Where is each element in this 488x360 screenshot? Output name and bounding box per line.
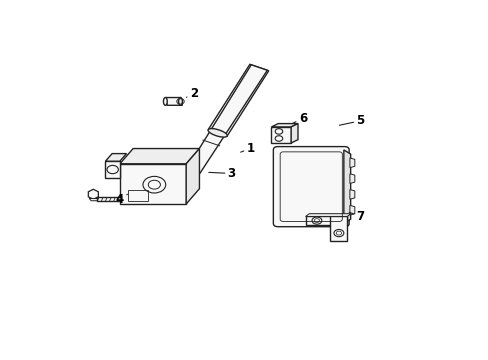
Polygon shape bbox=[349, 190, 354, 199]
Polygon shape bbox=[97, 197, 121, 201]
Text: 5: 5 bbox=[339, 114, 364, 127]
Polygon shape bbox=[207, 129, 227, 137]
Polygon shape bbox=[271, 123, 297, 127]
Polygon shape bbox=[178, 98, 182, 105]
Text: 2: 2 bbox=[186, 87, 198, 100]
Polygon shape bbox=[89, 198, 99, 201]
Polygon shape bbox=[305, 216, 346, 225]
Polygon shape bbox=[305, 214, 350, 216]
Polygon shape bbox=[163, 98, 167, 105]
Text: 3: 3 bbox=[208, 167, 235, 180]
Polygon shape bbox=[120, 149, 199, 164]
Polygon shape bbox=[105, 161, 120, 178]
Text: 7: 7 bbox=[348, 210, 364, 223]
Polygon shape bbox=[277, 149, 345, 225]
Polygon shape bbox=[290, 123, 297, 143]
Polygon shape bbox=[349, 174, 354, 184]
Polygon shape bbox=[182, 175, 195, 181]
Polygon shape bbox=[88, 189, 98, 199]
Polygon shape bbox=[271, 127, 290, 143]
Text: 4: 4 bbox=[116, 193, 127, 206]
Polygon shape bbox=[349, 158, 354, 168]
Polygon shape bbox=[186, 149, 199, 204]
Text: 1: 1 bbox=[240, 142, 254, 155]
Polygon shape bbox=[349, 205, 354, 215]
Polygon shape bbox=[329, 216, 346, 242]
Polygon shape bbox=[105, 154, 126, 161]
Polygon shape bbox=[120, 164, 186, 204]
Polygon shape bbox=[208, 64, 268, 136]
Polygon shape bbox=[343, 150, 350, 223]
Polygon shape bbox=[165, 98, 182, 105]
FancyBboxPatch shape bbox=[273, 147, 348, 227]
Text: 6: 6 bbox=[292, 112, 306, 125]
Polygon shape bbox=[182, 65, 267, 180]
